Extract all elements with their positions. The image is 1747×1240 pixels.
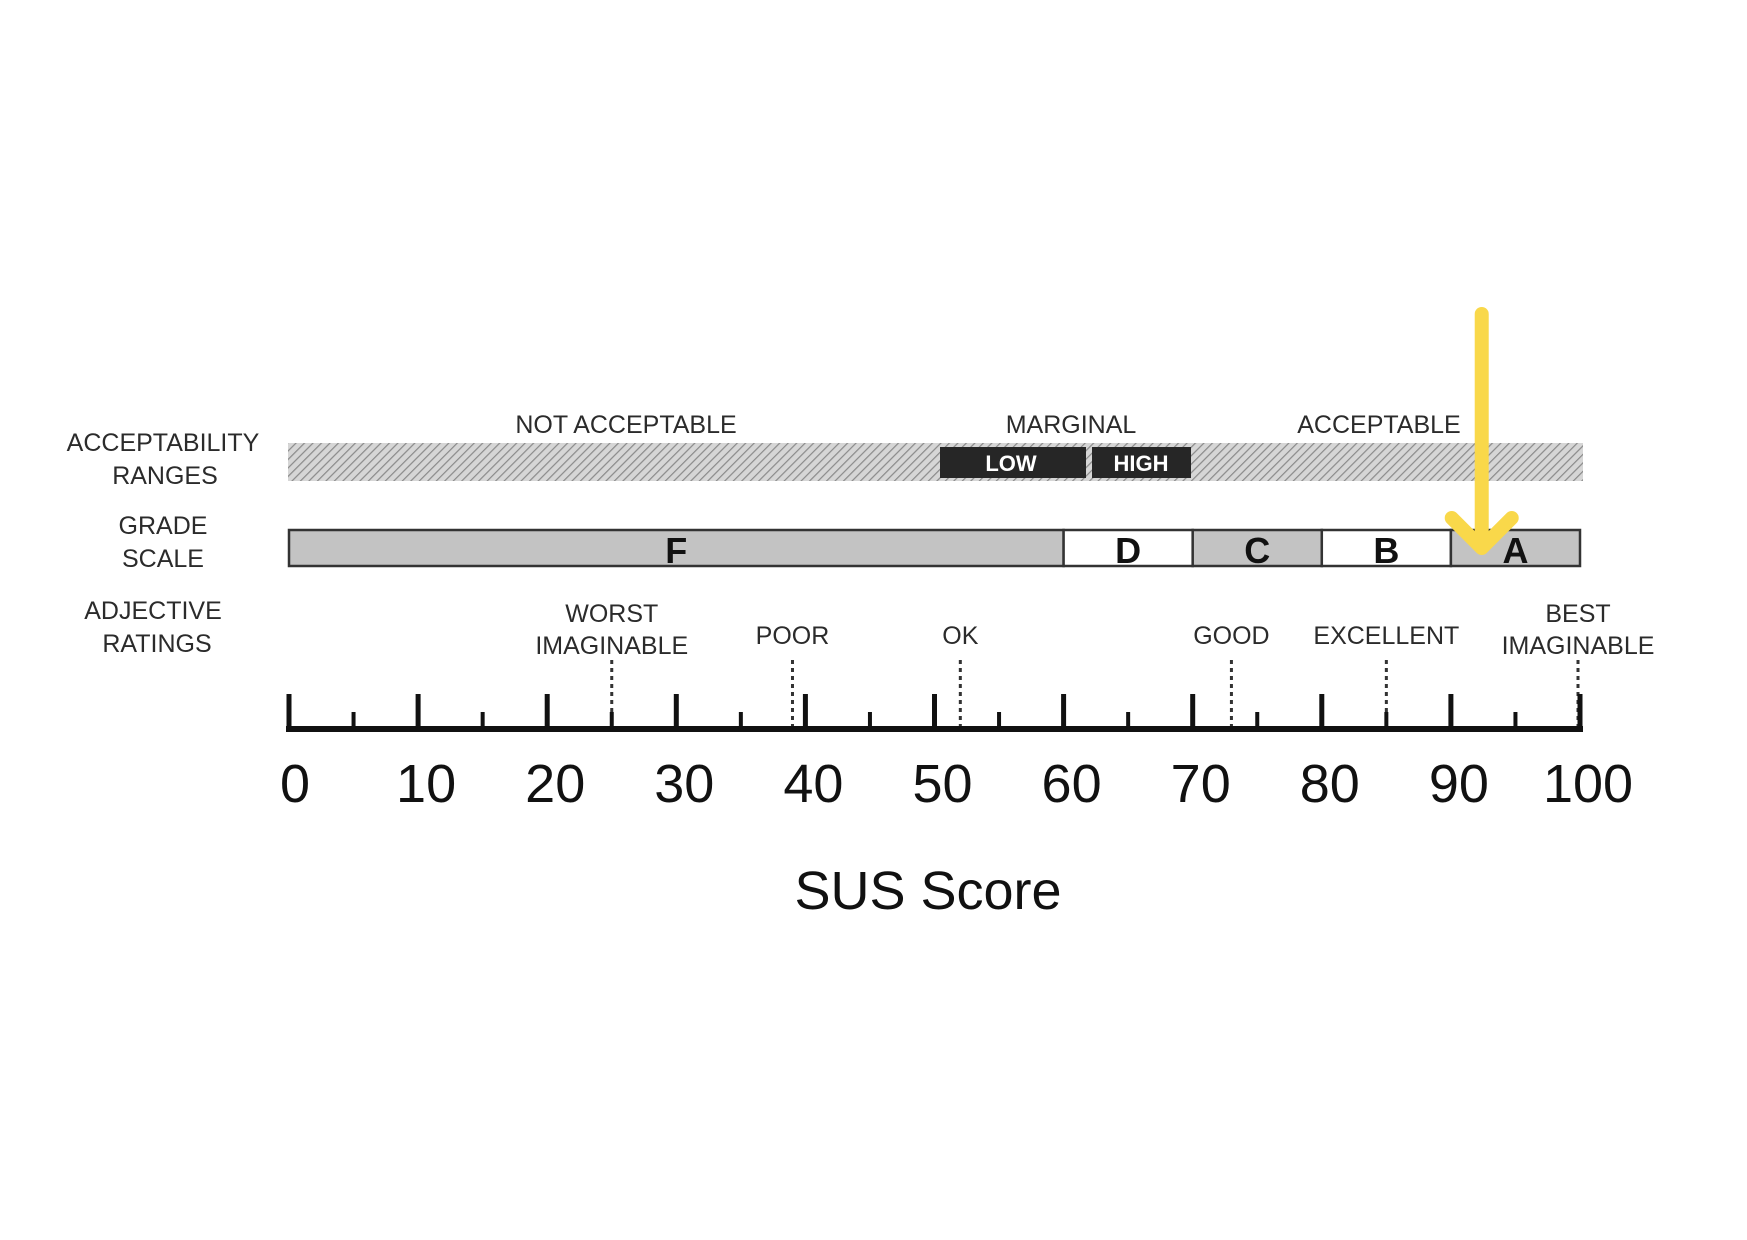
row-label-adjective-line1: ADJECTIVE (84, 597, 222, 625)
row-label-acceptability-line2: RANGES (112, 462, 218, 490)
row-label-adjective-line2: RATINGS (102, 630, 211, 658)
sus-axis: 0 10 20 30 40 50 60 70 80 90 100 (280, 694, 1633, 814)
tick-label-0: 0 (280, 754, 310, 814)
adjective-label-best-imaginable-line2: IMAGINABLE (1502, 632, 1655, 660)
adjective-label-ok-line1: OK (942, 622, 978, 650)
adjective-label-worst-imaginable-line2: IMAGINABLE (535, 632, 688, 660)
marginal-low-label: LOW (985, 451, 1037, 476)
grade-segment-b (1320, 528, 1453, 568)
marginal-label: MARGINAL (1006, 411, 1137, 439)
axis-title: SUS Score (794, 861, 1061, 921)
tick-label-80: 80 (1300, 754, 1360, 814)
marginal-high-label: HIGH (1114, 451, 1169, 476)
adjective-label-worst-imaginable-line1: WORST (565, 600, 658, 628)
acceptability-ranges: LOW HIGH NOT ACCEPTABLE MARGINAL ACCEPTA… (288, 411, 1583, 481)
row-label-grade-line1: GRADE (119, 512, 208, 540)
adjective-label-excellent-line1: EXCELLENT (1313, 622, 1459, 650)
marginal-low-segment (940, 447, 1086, 478)
tick-label-10: 10 (396, 754, 456, 814)
tick-label-70: 70 (1171, 754, 1231, 814)
grade-label-c: C (1244, 530, 1270, 571)
tick-label-20: 20 (525, 754, 585, 814)
acceptable-label: ACCEPTABLE (1297, 411, 1460, 439)
grade-label-d: D (1115, 530, 1141, 571)
tick-label-30: 30 (654, 754, 714, 814)
not-acceptable-label: NOT ACCEPTABLE (515, 411, 736, 439)
row-label-grade-line2: SCALE (122, 545, 204, 573)
tick-label-50: 50 (912, 754, 972, 814)
row-label-acceptability-line1: ACCEPTABILITY (67, 429, 260, 457)
grade-label-b: B (1373, 530, 1399, 571)
marker-head (1444, 511, 1519, 555)
row-labels: ACCEPTABILITY RANGES GRADE SCALE ADJECTI… (67, 429, 260, 658)
grade-label-a: A (1502, 530, 1528, 571)
grade-label-f: F (665, 530, 687, 571)
adjective-label-good-line1: GOOD (1193, 622, 1269, 650)
marginal-high-segment (1092, 447, 1191, 478)
grade-segment-f (287, 528, 1065, 568)
tick-label-60: 60 (1042, 754, 1102, 814)
tick-label-40: 40 (783, 754, 843, 814)
tick-label-90: 90 (1429, 754, 1489, 814)
acceptability-bar (288, 443, 1583, 481)
adjective-label-poor-line1: POOR (756, 622, 830, 650)
score-marker-arrow (1444, 307, 1519, 555)
tick-label-100: 100 (1543, 754, 1633, 814)
adjective-ratings: WORST IMAGINABLE POOR OK GOOD EXCELLENT BEST IM… (535, 600, 1654, 726)
adjective-label-best-imaginable-line1: BEST (1545, 600, 1610, 628)
